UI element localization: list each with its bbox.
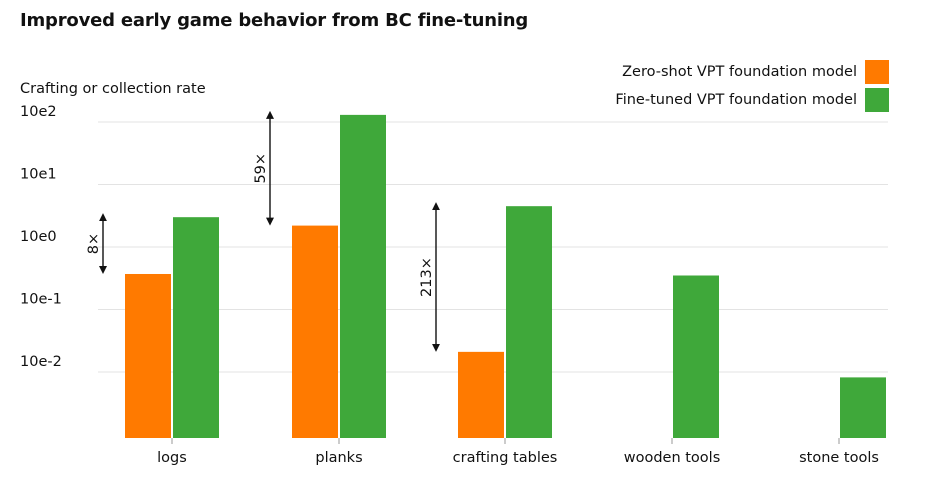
x-tick-label-logs: logs (157, 450, 187, 466)
legend-swatch-zero-shot (865, 60, 889, 84)
ratio-label-crafting-tables: 213× (419, 257, 435, 297)
y-tick-label: 10e1 (20, 167, 57, 183)
y-tick-label: 10e-2 (20, 354, 62, 370)
bar-fine-tuned-stone-tools (840, 377, 886, 438)
x-tick-label-planks: planks (315, 450, 362, 466)
bar-fine-tuned-logs (173, 217, 219, 438)
y-tick-label: 10e-1 (20, 292, 62, 308)
legend-item-zero-shot: Zero-shot VPT foundation model (615, 58, 889, 86)
bar-fine-tuned-crafting-tables (506, 206, 552, 438)
chart-title: Improved early game behavior from BC fin… (20, 10, 529, 31)
legend-swatch-fine-tuned (865, 88, 889, 112)
ratio-label-logs: 8× (86, 233, 102, 254)
bar-zero-shot-planks (292, 225, 338, 438)
y-tick-label: 10e2 (20, 104, 57, 120)
x-tick-label-stone-tools: stone tools (799, 450, 879, 466)
bar-zero-shot-crafting-tables (458, 351, 504, 438)
bar-fine-tuned-planks (340, 114, 386, 438)
legend-label-fine-tuned: Fine-tuned VPT foundation model (615, 92, 857, 108)
legend-item-fine-tuned: Fine-tuned VPT foundation model (615, 86, 889, 114)
ratio-label-planks: 59× (253, 153, 269, 184)
x-tick-label-wooden-tools: wooden tools (624, 450, 721, 466)
x-tick-label-crafting-tables: crafting tables (453, 450, 558, 466)
legend: Zero-shot VPT foundation model Fine-tune… (615, 58, 889, 114)
y-tick-label: 10e0 (20, 229, 57, 245)
legend-label-zero-shot: Zero-shot VPT foundation model (622, 64, 857, 80)
bar-fine-tuned-wooden-tools (673, 275, 719, 438)
y-axis-label: Crafting or collection rate (20, 81, 206, 97)
bar-zero-shot-logs (125, 273, 171, 438)
